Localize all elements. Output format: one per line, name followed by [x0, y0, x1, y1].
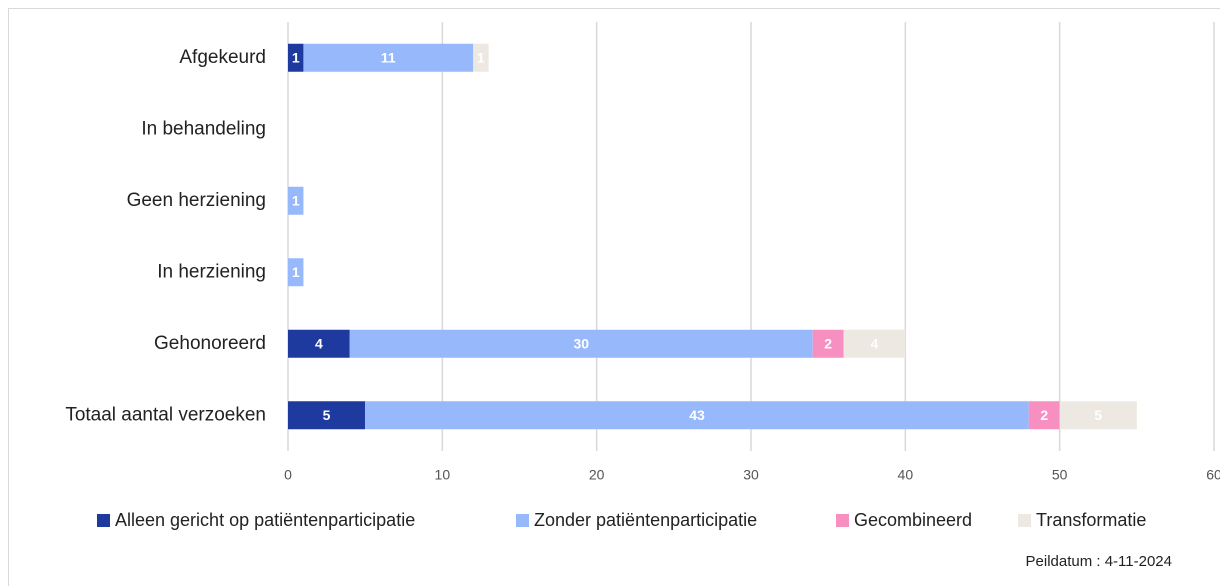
legend-swatch [516, 514, 529, 527]
category-label: Geen herziening [127, 190, 266, 211]
bar-segment [365, 401, 1029, 430]
data-label: 30 [573, 335, 589, 351]
legend-label: Transformatie [1036, 510, 1146, 530]
legend-swatch [836, 514, 849, 527]
data-label: 4 [871, 335, 879, 351]
bar-segment [473, 43, 489, 72]
bar-segment [303, 43, 474, 72]
data-label: 1 [477, 49, 485, 65]
bar-segment [288, 43, 304, 72]
bar-segment [288, 258, 304, 287]
x-tick-label: 60 [1206, 467, 1220, 483]
legend-swatch [97, 514, 110, 527]
legend-label: Zonder patiëntenparticipatie [534, 510, 757, 530]
bar-segment [288, 329, 350, 358]
x-tick-label: 40 [898, 467, 914, 483]
bar-segment [1028, 401, 1060, 430]
x-tick-label: 50 [1052, 467, 1068, 483]
bar-segment [812, 329, 844, 358]
data-label: 43 [689, 407, 705, 423]
x-tick-label: 0 [284, 467, 292, 483]
bar-segment [843, 329, 906, 358]
legend-label: Gecombineerd [854, 510, 972, 530]
bar-segment [288, 401, 366, 430]
category-label: In herziening [157, 261, 266, 282]
chart-frame [8, 8, 1220, 586]
category-label: Afgekeurd [179, 47, 266, 68]
bar-segment [349, 329, 813, 358]
data-label: 2 [824, 335, 832, 351]
data-label: 2 [1040, 407, 1048, 423]
data-label: 1 [292, 264, 300, 280]
data-label: 11 [381, 49, 396, 65]
category-label: Gehonoreerd [154, 333, 266, 354]
bar-segment [288, 186, 304, 215]
data-label: 5 [323, 407, 331, 423]
x-tick-label: 30 [743, 467, 759, 483]
data-label: 1 [292, 49, 300, 65]
data-label: 4 [315, 335, 323, 351]
bar-segment [1059, 401, 1137, 430]
x-tick-label: 20 [589, 467, 605, 483]
category-label: Totaal aantal verzoeken [65, 404, 266, 425]
legend-swatch [1018, 514, 1031, 527]
footnote: Peildatum : 4-11-2024 [1026, 553, 1172, 570]
category-label: In behandeling [141, 118, 266, 139]
data-label: 1 [292, 192, 300, 208]
data-label: 5 [1094, 407, 1102, 423]
x-tick-label: 10 [435, 467, 451, 483]
legend-label: Alleen gericht op patiëntenparticipatie [115, 510, 415, 530]
